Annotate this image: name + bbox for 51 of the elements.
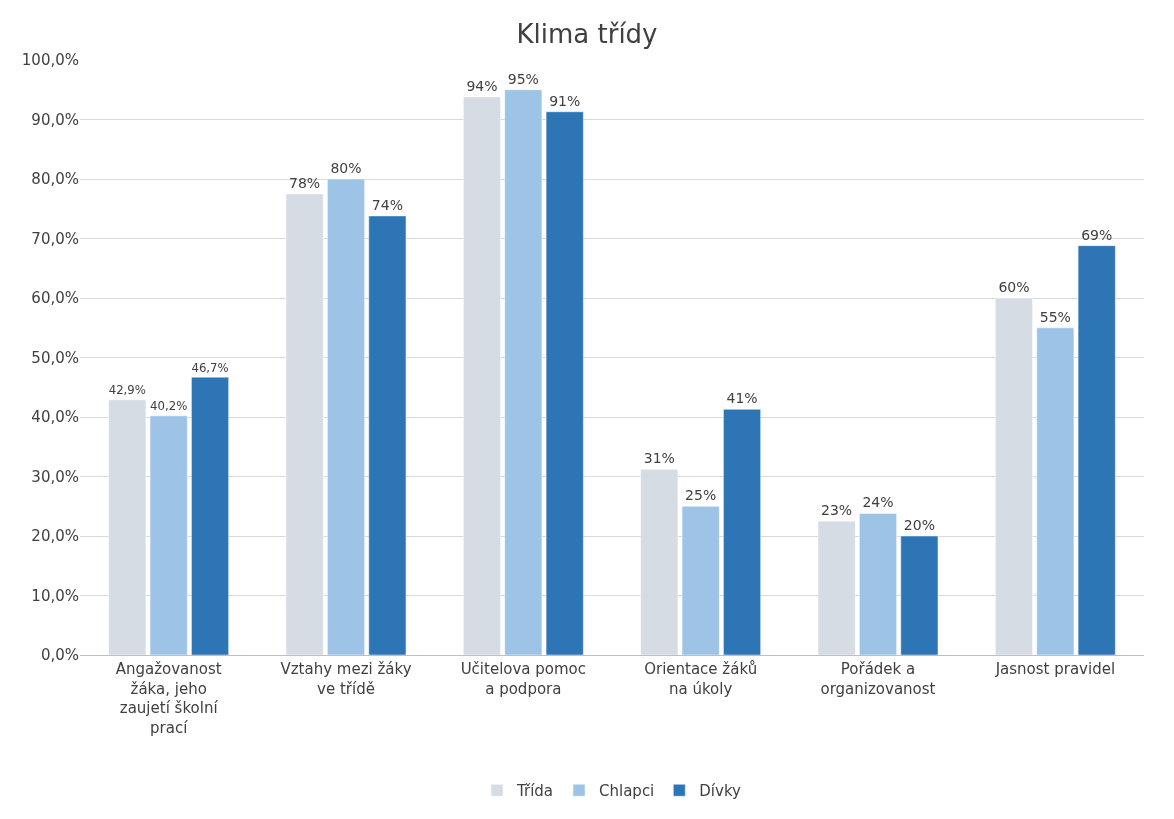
y-tick-label: 10,0%	[31, 586, 79, 605]
y-tick-label: 0,0%	[40, 646, 79, 665]
y-tick-label: 40,0%	[31, 408, 79, 427]
y-tick-label: 20,0%	[31, 527, 79, 546]
legend-label: Třída	[516, 782, 554, 801]
legend-label: Dívky	[699, 782, 742, 801]
data-label: 91%	[549, 92, 581, 109]
data-label: 95%	[507, 70, 539, 87]
data-label: 46,7%	[191, 360, 229, 375]
bar	[368, 215, 407, 655]
data-label: 24%	[862, 494, 894, 511]
bar	[900, 535, 939, 655]
data-label: 55%	[1039, 308, 1071, 325]
data-label: 69%	[1081, 226, 1113, 243]
y-tick-label: 70,0%	[31, 229, 79, 248]
bar	[504, 89, 543, 655]
bar	[723, 409, 761, 655]
x-tick-label: Vztahy mezi žáky ve třídě	[280, 660, 412, 698]
y-tick-label: 60,0%	[31, 289, 79, 308]
bar	[545, 111, 584, 655]
x-tick-label: Pořádek a organizovanost	[820, 660, 936, 698]
y-tick-label: 90,0%	[31, 110, 79, 129]
chart-title: Klima třídy	[516, 18, 658, 49]
bar	[1036, 327, 1075, 655]
data-label: 23%	[821, 502, 853, 519]
x-tick-label: Orientace žáků na úkoly	[644, 660, 758, 698]
bar	[327, 178, 365, 655]
data-label: 80%	[330, 160, 362, 176]
data-label: 31%	[643, 450, 675, 467]
y-tick-label: 80,0%	[31, 170, 79, 189]
bar	[681, 506, 720, 655]
x-tick-label: Učitelova pomoc a podpora	[460, 660, 587, 698]
y-tick-label: 50,0%	[31, 348, 79, 367]
x-tick-label: Jasnost pravidel	[994, 660, 1116, 678]
y-tick-label: 30,0%	[31, 467, 79, 486]
x-tick-label: Angažovanost žáka, jeho zaujetí školní prací	[115, 660, 222, 737]
data-label: 20%	[903, 517, 935, 533]
bar	[191, 376, 229, 655]
data-label: 41%	[726, 390, 758, 407]
data-label: 78%	[289, 174, 321, 191]
data-label: 25%	[685, 487, 717, 504]
data-label: 42,9%	[108, 383, 146, 398]
bar	[149, 415, 188, 655]
data-label: 74%	[371, 196, 403, 213]
data-label: 94%	[466, 77, 498, 94]
bar	[859, 513, 897, 655]
data-label: 60%	[998, 279, 1030, 295]
bar	[1077, 245, 1116, 655]
y-tick-label: 100,0%	[21, 51, 79, 70]
data-label: 40,2%	[150, 399, 188, 414]
legend-label: Chlapci	[599, 782, 655, 801]
